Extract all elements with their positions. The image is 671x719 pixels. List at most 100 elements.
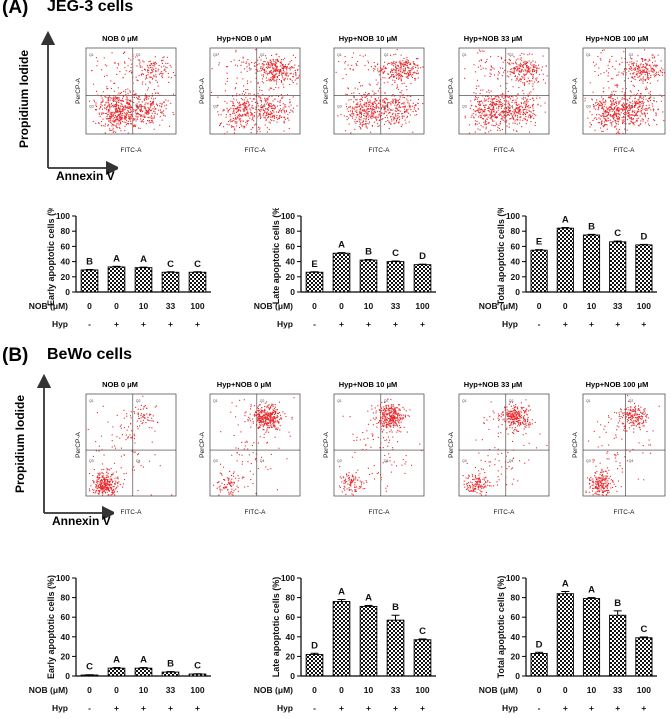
hyp-value: + <box>339 319 344 329</box>
flow-b-title-3: Hyp+NOB 10 μM <box>338 380 398 389</box>
quadrant-marker: Q1 <box>586 399 591 403</box>
nob-value: 10 <box>587 301 597 311</box>
flow-plot-area: Q1 Q2 Q3 Q4 <box>582 393 666 497</box>
flow-plot-area: Q1 Q2 Q3 Q4 <box>333 47 425 135</box>
bar <box>413 639 432 677</box>
bar <box>188 271 207 293</box>
y-tick-label: 40 <box>61 632 71 642</box>
hyp-value: + <box>339 703 344 713</box>
significance-letter: A <box>140 254 147 265</box>
nob-value: 0 <box>339 301 344 311</box>
hyp-value: + <box>366 319 371 329</box>
hyp-row-label: Hyp <box>52 319 68 329</box>
hyp-value: + <box>393 703 398 713</box>
hyp-value: + <box>615 319 620 329</box>
quadrant-marker: Q2 <box>384 399 389 403</box>
quadrant-marker: Q4 <box>509 459 514 463</box>
y-tick-label: 20 <box>511 651 521 661</box>
flow-x-label: FITC-A <box>121 509 143 516</box>
nob-value: 100 <box>190 685 204 695</box>
hyp-value: + <box>563 703 568 713</box>
significance-letter: C <box>167 259 174 270</box>
y-axis-label: Total apoptotic cells (%) <box>496 576 506 679</box>
significance-letter: C <box>194 661 201 672</box>
bar <box>556 227 574 293</box>
hyp-value: - <box>88 703 91 713</box>
y-tick-label: 0 <box>65 287 70 297</box>
hyp-value: + <box>141 319 146 329</box>
flow-plot-b-1: Q1 Q2 Q3 Q4 FITC-A PerCP-A <box>75 393 177 516</box>
quadrant-marker: Q3 <box>586 459 591 463</box>
quadrant-marker: Q1 <box>337 53 342 57</box>
significance-letter: E <box>536 237 542 248</box>
flow-b-title-4: Hyp+NOB 33 μM <box>463 380 523 389</box>
flow-plot-area: Q1 Q2 Q3 Q4 <box>582 47 666 135</box>
hyp-row-label: Hyp <box>277 703 293 713</box>
quadrant-marker: Q2 <box>260 399 265 403</box>
quadrant-marker: Q4 <box>629 459 634 463</box>
quadrant-marker: Q4 <box>629 104 634 108</box>
nob-value: 10 <box>139 685 149 695</box>
y-tick-label: 40 <box>286 632 296 642</box>
quadrant-marker: Q1 <box>462 53 467 57</box>
bar-chart-b-late: Late apoptotic cells (%) 020406080100D0-A… <box>254 573 436 713</box>
y-tick-label: 80 <box>61 593 71 603</box>
hyp-value: - <box>313 703 316 713</box>
flow-dots <box>585 395 660 496</box>
y-tick-label: 60 <box>61 241 71 251</box>
significance-letter: D <box>311 640 318 651</box>
bar <box>80 269 99 293</box>
flow-plot-b-4: Q1 Q2 Q3 Q4 FITC-A PerCP-A <box>448 393 550 516</box>
y-tick-label: 20 <box>286 272 296 282</box>
quadrant-marker: Q4 <box>384 104 389 108</box>
bar <box>530 249 548 293</box>
y-tick-label: 60 <box>61 612 71 622</box>
y-tick-label: 80 <box>511 593 521 603</box>
flow-y-label: PerCP-A <box>323 78 330 104</box>
quadrant-marker: Q1 <box>89 53 94 57</box>
flow-y-label: PerCP-A <box>323 432 330 458</box>
bar <box>359 605 378 677</box>
bar <box>305 271 324 293</box>
flow-a-title-4: Hyp+NOB 33 μM <box>463 34 523 43</box>
nob-value: 0 <box>537 685 542 695</box>
flow-x-label: FITC-A <box>245 509 267 516</box>
y-axis-label: Late apoptotic cells (%) <box>271 208 281 304</box>
quadrant-marker: Q1 <box>337 399 342 403</box>
hyp-row-label: Hyp <box>502 319 518 329</box>
bar <box>582 234 601 293</box>
flow-y-label: PerCP-A <box>448 78 455 104</box>
nob-value: 10 <box>364 301 374 311</box>
quadrant-marker: Q2 <box>509 53 514 57</box>
quadrant-marker: Q1 <box>213 53 218 57</box>
bar <box>305 653 324 677</box>
quadrant-marker: Q1 <box>89 399 94 403</box>
y-tick-label: 80 <box>511 226 521 236</box>
significance-letter: A <box>588 585 595 596</box>
quadrant-marker: Q3 <box>462 459 467 463</box>
y-tick-label: 100 <box>506 573 520 583</box>
hyp-value: + <box>641 703 646 713</box>
hyp-value: + <box>563 319 568 329</box>
quadrant-marker: Q3 <box>89 459 94 463</box>
hyp-value: + <box>366 703 371 713</box>
y-tick-label: 40 <box>286 257 296 267</box>
flow-dots <box>464 49 548 134</box>
y-tick-label: 0 <box>515 671 520 681</box>
flow-frame <box>458 393 550 497</box>
bar <box>134 267 153 293</box>
hyp-row-label: Hyp <box>52 703 68 713</box>
significance-letter: B <box>588 221 595 232</box>
bar <box>332 252 351 293</box>
bar <box>582 598 601 677</box>
flow-plot-b-3: Q1 Q2 Q3 Q4 FITC-A PerCP-A <box>323 393 425 516</box>
flow-y-label: PerCP-A <box>572 78 579 104</box>
y-tick-label: 20 <box>61 651 71 661</box>
panel-a-letter: (A) <box>2 0 29 18</box>
bar <box>161 271 180 293</box>
bar <box>413 264 432 293</box>
significance-letter: A <box>365 592 372 603</box>
nob-row-label: NOB (μM) <box>29 301 68 311</box>
y-tick-label: 0 <box>65 671 70 681</box>
significance-letter: A <box>338 587 345 598</box>
